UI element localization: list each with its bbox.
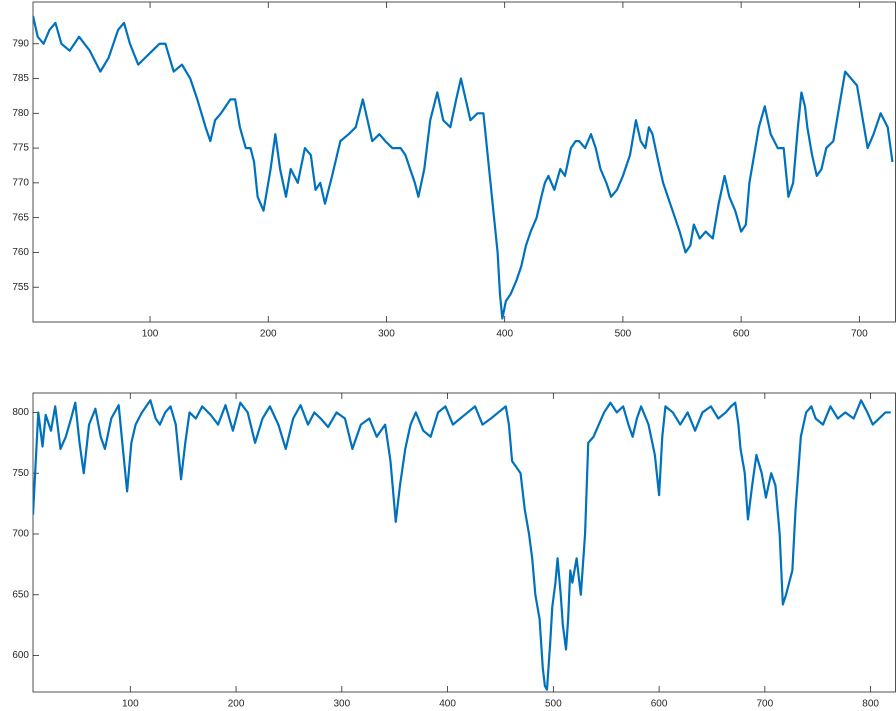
x-tick-label: 800: [862, 699, 879, 710]
plot-area: [32, 392, 896, 693]
y-tick-label: 785: [12, 73, 29, 84]
y-tick-label: 755: [12, 282, 29, 293]
x-tick-label: 700: [851, 329, 868, 340]
x-tick-label: 400: [439, 699, 456, 710]
y-tick-label: 600: [12, 650, 29, 661]
y-tick-label: 770: [12, 178, 29, 189]
y-tick-label: 800: [12, 407, 29, 418]
x-tick-label: 600: [733, 329, 750, 340]
y-tick-label: 780: [12, 108, 29, 119]
x-tick-label: 300: [378, 329, 395, 340]
y-tick-label: 775: [12, 143, 29, 154]
data-line: [33, 399, 891, 691]
x-tick-label: 200: [260, 329, 277, 340]
plot-area: [32, 1, 896, 323]
x-tick-label: 500: [615, 329, 632, 340]
y-tick-label: 790: [12, 38, 29, 49]
x-tick-label: 500: [545, 699, 562, 710]
y-tick-label: 765: [12, 212, 29, 223]
data-line: [33, 15, 894, 320]
y-tick-label: 650: [12, 589, 29, 600]
x-tick-label: 600: [651, 699, 668, 710]
x-tick-label: 300: [333, 699, 350, 710]
x-tick-label: 100: [142, 329, 159, 340]
y-tick-label: 760: [12, 247, 29, 258]
y-tick-label: 750: [12, 468, 29, 479]
y-tick-label: 700: [12, 529, 29, 540]
x-tick-label: 400: [496, 329, 513, 340]
x-tick-label: 100: [122, 699, 139, 710]
x-tick-label: 200: [228, 699, 245, 710]
x-tick-label: 700: [757, 699, 774, 710]
